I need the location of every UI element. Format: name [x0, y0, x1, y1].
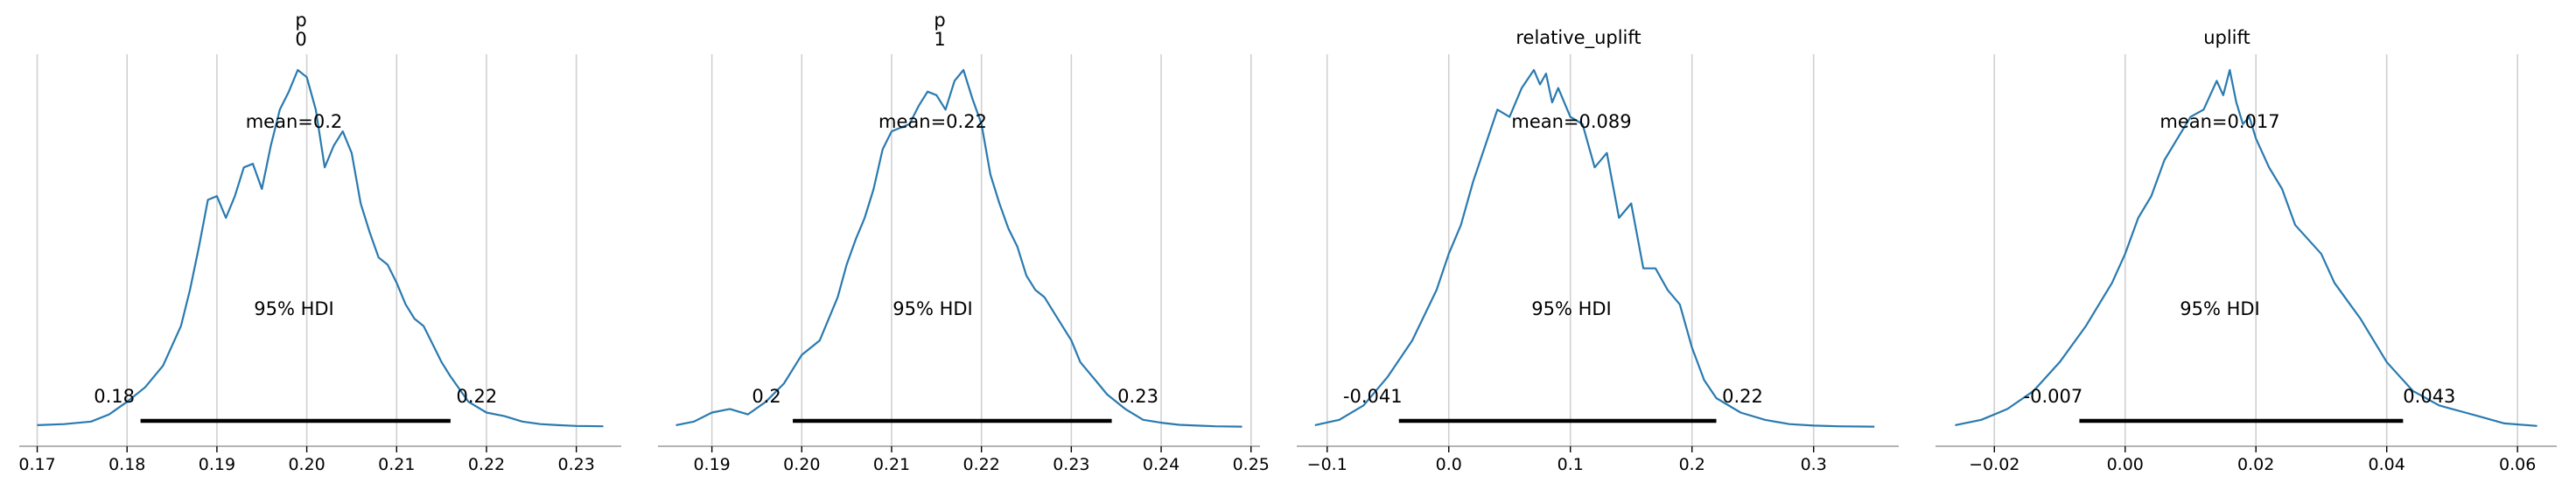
density-panel-2: −0.1 0.0 0.1 0.2 0.3 -0.041 0.22 mean=0.089 95% … [1297, 27, 1899, 474]
x-tick-label: 0.04 [2369, 455, 2405, 474]
x-tick-label: 0.2 [1679, 455, 1705, 474]
x-tick-label: 0.06 [2499, 455, 2536, 474]
hdi-label: 95% HDI [2180, 298, 2260, 319]
x-tick-label: 0.19 [199, 455, 235, 474]
x-tick-label: 0.22 [963, 455, 1000, 474]
density-curve [1314, 68, 1875, 428]
density-curve [37, 68, 604, 428]
hdi-label: 95% HDI [1531, 298, 1612, 319]
hdi-low-label: -0.007 [2024, 386, 2083, 407]
x-tick-label: 0.22 [468, 455, 505, 474]
hdi-label: 95% HDI [892, 298, 973, 319]
density-curve [1955, 68, 2538, 427]
hdi-low-label: 0.18 [94, 386, 135, 407]
x-tick-label: 0.00 [2107, 455, 2144, 474]
x-tick-label: 0.1 [1558, 455, 1584, 474]
x-tick-label: 0.19 [693, 455, 730, 474]
mean-label: mean=0.017 [2160, 111, 2279, 132]
panel-title: p [295, 10, 306, 31]
density-curve [676, 68, 1242, 428]
x-tick-label: 0.23 [558, 455, 595, 474]
x-tick-label: 0.3 [1801, 455, 1827, 474]
mean-label: mean=0.089 [1511, 111, 1631, 132]
hdi-high-label: 0.043 [2403, 386, 2455, 407]
density-panel-3: −0.02 0.00 0.02 0.04 0.06 -0.007 0.043 mean=0.0… [1936, 27, 2557, 474]
mean-label: mean=0.2 [246, 111, 343, 132]
x-tick-label: 0.20 [288, 455, 325, 474]
panel-title: uplift [2203, 27, 2250, 48]
x-tick-label: 0.0 [1436, 455, 1462, 474]
panel-title: p [934, 10, 945, 31]
panel-title-index: 1 [934, 29, 945, 50]
x-tick-label: 0.23 [1053, 455, 1089, 474]
x-tick-label: 0.24 [1143, 455, 1180, 474]
x-tick-label: −0.02 [1969, 455, 2020, 474]
panel-title-index: 0 [295, 29, 306, 50]
x-tick-label: 0.25 [1233, 455, 1270, 474]
x-tick-label: 0.20 [783, 455, 820, 474]
x-tick-label: 0.21 [378, 455, 415, 474]
hdi-high-label: 0.22 [1722, 386, 1763, 407]
hdi-high-label: 0.23 [1117, 386, 1158, 407]
density-panel-1: 0.19 0.20 0.21 0.22 0.23 0.24 0.25 0.2 0.23 mean=… [658, 10, 1270, 474]
hdi-high-label: 0.22 [457, 386, 498, 407]
x-tick-label: 0.02 [2237, 455, 2274, 474]
x-tick-label: 0.17 [18, 455, 55, 474]
hdi-low-label: 0.2 [752, 386, 780, 407]
x-tick-label: 0.18 [108, 455, 145, 474]
hdi-label: 95% HDI [254, 298, 334, 319]
hdi-low-label: -0.041 [1343, 386, 1403, 407]
panel-title: relative_uplift [1516, 27, 1641, 49]
mean-label: mean=0.22 [878, 111, 987, 132]
x-tick-label: 0.21 [873, 455, 910, 474]
x-tick-label: −0.1 [1307, 455, 1348, 474]
density-panel-0: 0.17 0.18 0.19 0.20 0.21 0.22 0.23 0.18 0.22 mean… [18, 10, 621, 474]
